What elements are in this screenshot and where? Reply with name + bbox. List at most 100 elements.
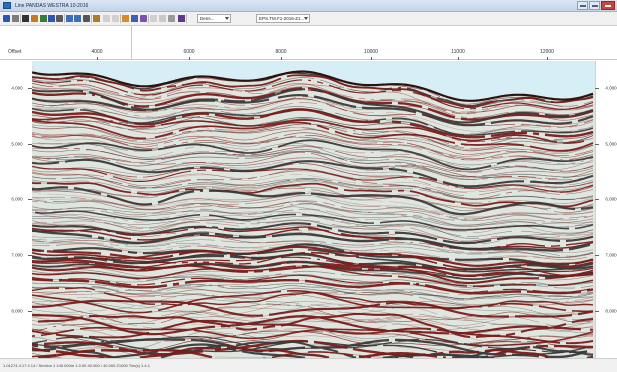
y-tick-label-left: 5.000 [11,141,23,147]
seismic-reflector [32,301,594,324]
seismic-reflector [32,165,594,193]
settings-icon[interactable] [159,15,166,22]
y-tick-mark [595,88,599,89]
water-column [32,61,595,100]
cross-icon[interactable] [112,15,119,22]
seismic-reflector [32,82,594,113]
y-tick-mark [28,311,32,312]
toolbar-separator [186,14,187,23]
toolbar-separator [91,14,92,23]
x-tick-mark [371,57,372,60]
seismic-reflector [32,92,594,121]
y-tick-label-right: 7.000 [605,252,617,258]
maximize-button[interactable] [589,1,600,10]
x-tick-mark [458,57,459,60]
panel-icon[interactable] [131,15,138,22]
eraser-icon[interactable] [103,15,110,22]
color-icon[interactable] [178,15,185,22]
toolbar-separator [148,14,149,23]
pointer-tool-icon[interactable] [3,15,10,22]
status-text: 1.01274 4.17.4 14 / Section 1 140.000m 1… [3,363,150,368]
y-tick-mark [595,255,599,256]
zoom-in-icon[interactable] [66,15,73,22]
seismic-reflector [32,168,594,193]
line-select[interactable]: EPS.TM.F1-2016-Z1... [256,14,310,23]
seismic-reflector [37,163,594,190]
time-ruler-left [0,61,32,358]
toolbar-separator [64,14,65,23]
info-icon[interactable] [48,15,55,22]
time-ruler-right[interactable] [595,61,617,358]
seismic-reflector [34,210,594,231]
seismic-reflector [32,139,594,171]
toolbar-separator [120,14,121,23]
seismic-section-canvas[interactable] [32,61,595,358]
maximize-icon [591,5,598,7]
seismic-reflector [32,238,594,257]
seismic-reflector [32,186,594,209]
y-tick-mark [28,88,32,89]
y-tick-mark [595,199,599,200]
seismic-app-icon [3,2,11,9]
arrows-icon[interactable] [150,15,157,22]
wiggle-icon[interactable] [31,15,38,22]
seismic-reflector [32,176,594,200]
seismic-reflector [32,160,594,189]
plus-icon[interactable] [122,15,129,22]
seismic-reflector [32,299,594,318]
horizontal-line-icon[interactable] [22,15,29,22]
seismic-reflector [32,150,594,178]
y-tick-label-right: 6.000 [605,196,617,202]
fit-icon[interactable] [83,15,90,22]
x-tick-label: 12000 [540,49,554,55]
close-icon [605,5,611,7]
offset-label: Offset [8,49,22,55]
seismic-reflector [32,229,591,252]
seismic-reflector [32,195,594,221]
display-mode-select[interactable]: Dens... [197,14,231,23]
seismic-reflector [32,328,594,351]
seismic-reflector [34,219,594,242]
y-tick-label-left: 7.000 [11,252,23,258]
seismic-reflector [32,328,594,351]
toolbar-separator [20,14,21,23]
offset-ruler: Offset 4000 6000 8000 10000 11000 12000 [0,26,617,60]
grid-icon[interactable] [12,15,19,22]
seismic-reflector [32,203,594,227]
flip-icon[interactable] [140,15,147,22]
seismic-reflector [34,211,594,234]
seismic-reflector [32,129,594,158]
x-tick-label: 11000 [451,49,465,55]
zoom-out-icon[interactable] [74,15,81,22]
seismic-reflector [32,172,594,196]
seismic-reflector [32,231,594,254]
seismic-reflector [32,199,594,221]
bar-chart-icon[interactable] [40,15,47,22]
seismic-reflector [32,186,594,216]
seismic-reflector [32,132,594,161]
status-bar: 1.01274 4.17.4 14 / Section 1 140.000m 1… [0,358,617,372]
seismic-reflector [32,79,594,110]
y-tick-label-left: 8.000 [11,308,23,314]
save-icon[interactable] [56,15,63,22]
seismic-reflector [32,270,594,288]
y-tick-label-right: 4.000 [605,85,617,91]
seismic-reflector [32,265,594,288]
x-tick-mark [97,57,98,60]
layers-icon[interactable] [168,15,175,22]
seismic-reflector [32,118,594,149]
minimize-button[interactable] [577,1,588,10]
y-tick-mark [28,144,32,145]
seismic-reflector [32,276,594,295]
close-button[interactable] [601,1,615,10]
y-tick-label-right: 5.000 [605,141,617,147]
toolbar: Dens... EPS.TM.F1-2016-Z1... [0,12,617,26]
seismic-reflector [32,124,594,154]
x-tick-mark [281,57,282,60]
pencil-icon[interactable] [93,15,100,22]
seismic-reflector [32,313,594,336]
seismic-reflector [32,98,594,132]
seismic-reflector [32,215,594,239]
seafloor-reflector [32,70,594,102]
seismic-reflector [32,189,594,213]
